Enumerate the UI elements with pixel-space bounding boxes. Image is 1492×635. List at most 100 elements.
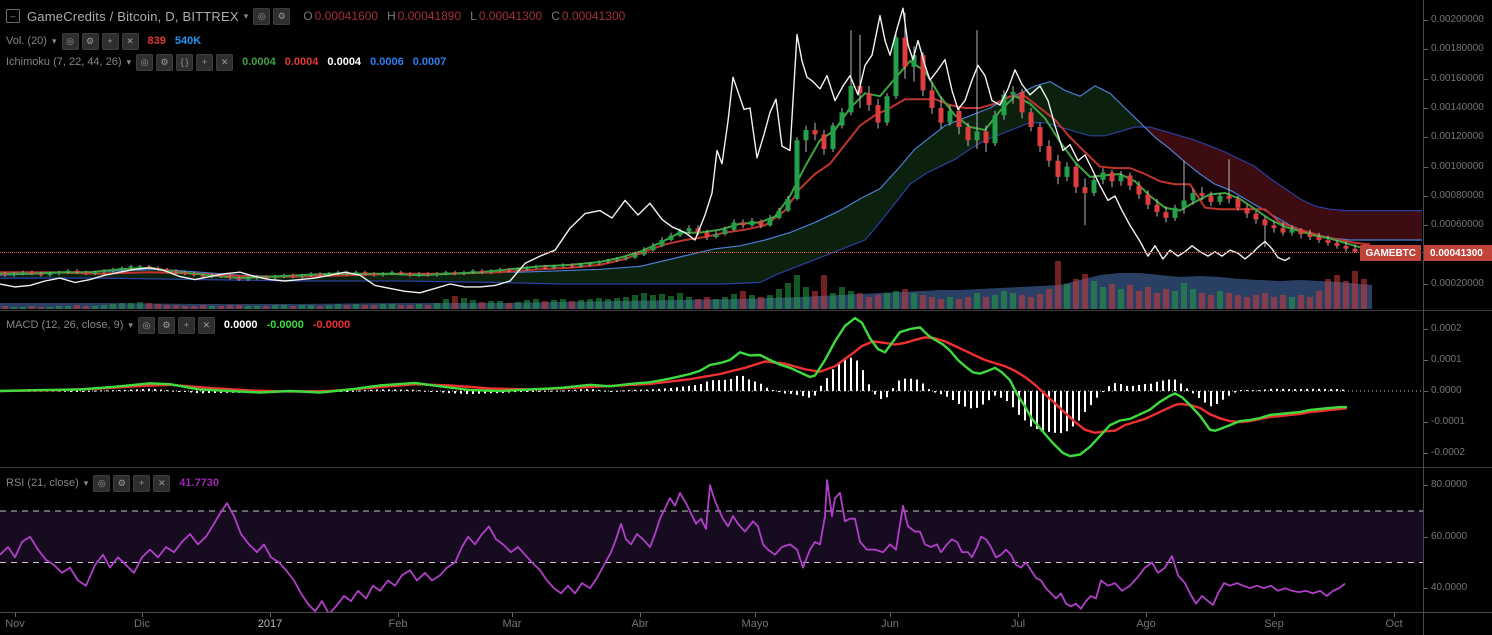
macd-histogram-bar: [826, 378, 828, 391]
macd-histogram-bar: [892, 388, 894, 391]
chevron-down-icon[interactable]: ▾: [243, 10, 249, 21]
macd-histogram-bar: [1120, 383, 1122, 391]
eye-icon[interactable]: ◎: [253, 7, 271, 25]
gear-icon[interactable]: ⚙: [273, 7, 291, 25]
volume-bar: [1028, 297, 1034, 309]
volume-bar: [326, 305, 332, 309]
close-icon[interactable]: ✕: [121, 32, 139, 50]
rsi-legend-label[interactable]: RSI (21, close): [6, 477, 79, 489]
volume-bar: [785, 283, 791, 309]
eye-icon[interactable]: ◎: [137, 316, 155, 334]
macd-histogram-bar: [1096, 391, 1098, 398]
volume-bar: [587, 299, 593, 309]
main-chart-canvas[interactable]: [0, 0, 1423, 310]
gear-icon[interactable]: ⚙: [156, 53, 174, 71]
macd-histogram-bar: [1282, 388, 1284, 391]
volume-bar: [479, 302, 485, 309]
main-price-pane[interactable]: GAMEBTC – GameCredits / Bitcoin, D, BITT…: [0, 0, 1423, 310]
candle-body: [1136, 185, 1142, 195]
macd-histogram-bar: [700, 383, 702, 391]
volume-bar: [1055, 261, 1061, 309]
macd-histogram-bar: [532, 390, 534, 392]
volume-bar: [191, 306, 197, 309]
time-axis[interactable]: Nov Dic 2017 Feb Mar Abr Mayo Jun Jul Ago Sep Oct: [0, 613, 1423, 635]
candle-body: [1163, 212, 1169, 218]
symbol-title[interactable]: GameCredits / Bitcoin, D, BITTREX: [27, 8, 239, 24]
gear-icon[interactable]: ⚙: [113, 474, 131, 492]
macd-legend-label[interactable]: MACD (12, 26, close, 9): [6, 319, 124, 331]
macd-histogram-bar: [856, 360, 858, 391]
gear-icon[interactable]: ⚙: [81, 32, 99, 50]
time-tick-label: Sep: [1264, 618, 1284, 630]
axis-tick: [1424, 20, 1428, 21]
last-price-badge-value: 0.00041300: [1430, 247, 1483, 259]
eye-icon[interactable]: ◎: [136, 53, 154, 71]
time-tick: [512, 613, 513, 617]
chevron-down-icon[interactable]: ▾: [51, 35, 57, 46]
chevron-down-icon[interactable]: ▾: [126, 56, 132, 67]
candle-body: [587, 263, 593, 265]
axis-tick-label: 0.00080000: [1431, 190, 1484, 201]
candle-body: [632, 254, 638, 258]
ichimoku-legend-label[interactable]: Ichimoku (7, 22, 44, 26): [6, 56, 122, 68]
time-tick: [1146, 613, 1147, 617]
macd-histogram-bar: [1114, 383, 1116, 391]
macd-pane[interactable]: MACD (12, 26, close, 9) ▾ ◎ ⚙ + ✕ 0.0000…: [0, 311, 1423, 467]
volume-bar: [524, 300, 530, 309]
plus-icon[interactable]: +: [133, 474, 151, 492]
chevron-down-icon[interactable]: ▾: [83, 477, 89, 488]
close-icon[interactable]: ✕: [153, 474, 171, 492]
close-icon[interactable]: ✕: [197, 316, 215, 334]
candle-body: [1190, 193, 1196, 201]
pane-divider[interactable]: [0, 310, 1492, 311]
candle-body: [101, 270, 107, 273]
chevron-down-icon[interactable]: ▾: [128, 319, 133, 330]
candle-body: [1010, 91, 1016, 95]
volume-bar: [200, 305, 206, 309]
rsi-chart-canvas[interactable]: [0, 468, 1423, 612]
time-tick-label: 2017: [257, 618, 283, 630]
macd-histogram-bar: [784, 391, 786, 394]
volume-bar: [1073, 279, 1079, 309]
volume-bar: [632, 295, 638, 309]
macd-histogram-bar: [568, 390, 570, 392]
eye-icon[interactable]: ◎: [61, 32, 79, 50]
gear-icon[interactable]: ⚙: [157, 316, 175, 334]
volume-bar: [1127, 285, 1133, 309]
candle-body: [218, 275, 224, 277]
rsi-pane[interactable]: RSI (21, close) ▾ ◎ ⚙ + ✕ 41.7730: [0, 468, 1423, 612]
close-icon[interactable]: ✕: [216, 53, 234, 71]
volume-ma-value: 540K: [174, 35, 202, 47]
plus-icon[interactable]: +: [196, 53, 214, 71]
volume-bar: [1334, 275, 1340, 309]
macd-histogram-bar: [118, 390, 120, 392]
macd-histogram-bar: [760, 383, 762, 391]
eye-icon[interactable]: ◎: [93, 474, 111, 492]
plus-icon[interactable]: +: [101, 32, 119, 50]
ichimoku-legend-row: Ichimoku (7, 22, 44, 26) ▾ ◎ ⚙ { } + ✕ 0…: [6, 53, 446, 71]
candle-body: [1352, 248, 1358, 252]
volume-bar: [182, 306, 188, 309]
macd-histogram-bar: [868, 384, 870, 391]
price-axis[interactable]: 0.00041300 0.00200000 0.00180000 0.0016000…: [1423, 0, 1492, 635]
volume-legend-label[interactable]: Vol. (20): [6, 35, 47, 47]
macd-chart-canvas[interactable]: [0, 311, 1423, 467]
plus-icon[interactable]: +: [177, 316, 195, 334]
collapse-icon[interactable]: –: [6, 9, 20, 23]
candle-body: [371, 273, 377, 276]
macd-histogram-bar: [910, 378, 912, 391]
volume-bar: [1262, 293, 1268, 309]
volume-bar: [956, 299, 962, 309]
macd-histogram-bar: [424, 390, 426, 392]
axis-tick: [1424, 422, 1428, 423]
source-icon[interactable]: { }: [176, 53, 194, 71]
volume-bar: [1289, 297, 1295, 309]
candle-body: [830, 125, 836, 150]
axis-tick-label: 0.00180000: [1431, 43, 1484, 54]
volume-bar: [794, 275, 800, 309]
volume-bar: [1307, 297, 1313, 309]
time-tick-label: Abr: [631, 618, 649, 630]
macd-histogram-bar: [394, 389, 396, 391]
macd-histogram-bar: [898, 380, 900, 391]
pane-divider[interactable]: [0, 467, 1492, 468]
